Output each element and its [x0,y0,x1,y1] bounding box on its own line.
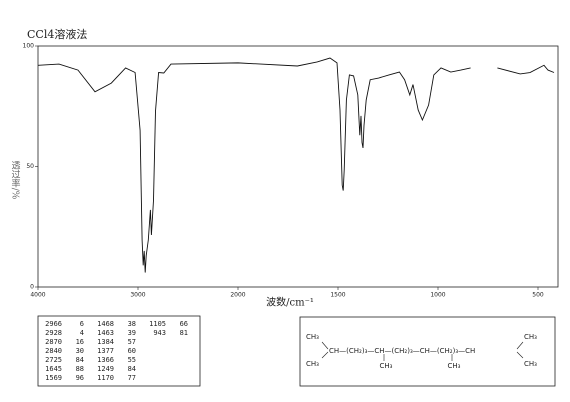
spectrum-line [37,57,555,273]
peak-table-cell: 81 [180,329,188,337]
peak-table-cell: 1569 [45,374,62,382]
peak-table-cell: 2966 [45,320,62,328]
chart-title: CCl4溶液法 [27,27,87,41]
y-tick-label: 0 [30,284,34,291]
peak-table-cell: 39 [128,329,136,337]
x-tick-label: 500 [532,292,544,299]
structure-group: CH₃ [448,362,461,370]
peak-table-cell: 2928 [45,329,62,337]
structure-group: CH₃ [524,333,537,341]
x-tick-label: 2000 [230,292,245,299]
peak-table-cell: 1249 [97,365,114,373]
peak-table-cell: 1105 [149,320,166,328]
plot-frame [37,45,559,288]
bond [516,351,524,359]
peak-table-cell: 88 [76,365,84,373]
peak-table-cell: 84 [76,356,84,364]
peak-table-cell: 96 [76,374,84,382]
peak-table-cell: 1645 [45,365,62,373]
x-tick-label: 1500 [330,292,345,299]
peak-table-cell: 1366 [97,356,114,364]
x-axis-label: 波数/cm⁻¹ [266,296,314,309]
structure-frame [299,316,556,387]
structure-group: CH₃ [380,362,393,370]
y-axis-label: 透过率/% [10,161,21,200]
y-tick-label: 50 [26,163,34,170]
peak-table-cell: 1463 [97,329,114,337]
peak-table-frame [37,315,201,387]
peak-table-cell: 2725 [45,356,62,364]
peak-table-cell: 4 [80,329,84,337]
bond [321,341,329,350]
x-tick-label: 4000 [30,292,45,299]
peak-table-cell: 1468 [97,320,114,328]
structure-group: CH₃ [306,360,319,368]
bond [321,351,329,359]
peak-table-cell: 1377 [97,347,114,355]
peak-table-cell: 16 [76,338,84,346]
x-tick-label: 3000 [130,292,145,299]
peak-table-cell: 30 [76,347,84,355]
peak-table-cell: 57 [128,338,136,346]
bond [516,341,524,350]
peak-table-cell: 2870 [45,338,62,346]
peak-table-cell: 38 [128,320,136,328]
peak-table-cell: 1384 [97,338,114,346]
peak-table-cell: 943 [153,329,166,337]
peak-table-cell: 1170 [97,374,114,382]
peak-table-cell: 6 [80,320,84,328]
structure-group: CH—(CH₂)₃—CH—(CH₂)₃—CH—(CH₂)₃—CH [329,347,475,355]
peak-table-cell: 55 [128,356,136,364]
peak-table-cell: 2840 [45,347,62,355]
peak-table-cell: 66 [180,320,188,328]
y-tick-label: 100 [23,43,35,50]
structure-group: CH₃ [306,333,319,341]
structure-group: CH₃ [524,360,537,368]
peak-table-cell: 84 [128,365,136,373]
x-tick-label: 1000 [430,292,445,299]
peak-table-cell: 60 [128,347,136,355]
peak-table-cell: 77 [128,374,136,382]
